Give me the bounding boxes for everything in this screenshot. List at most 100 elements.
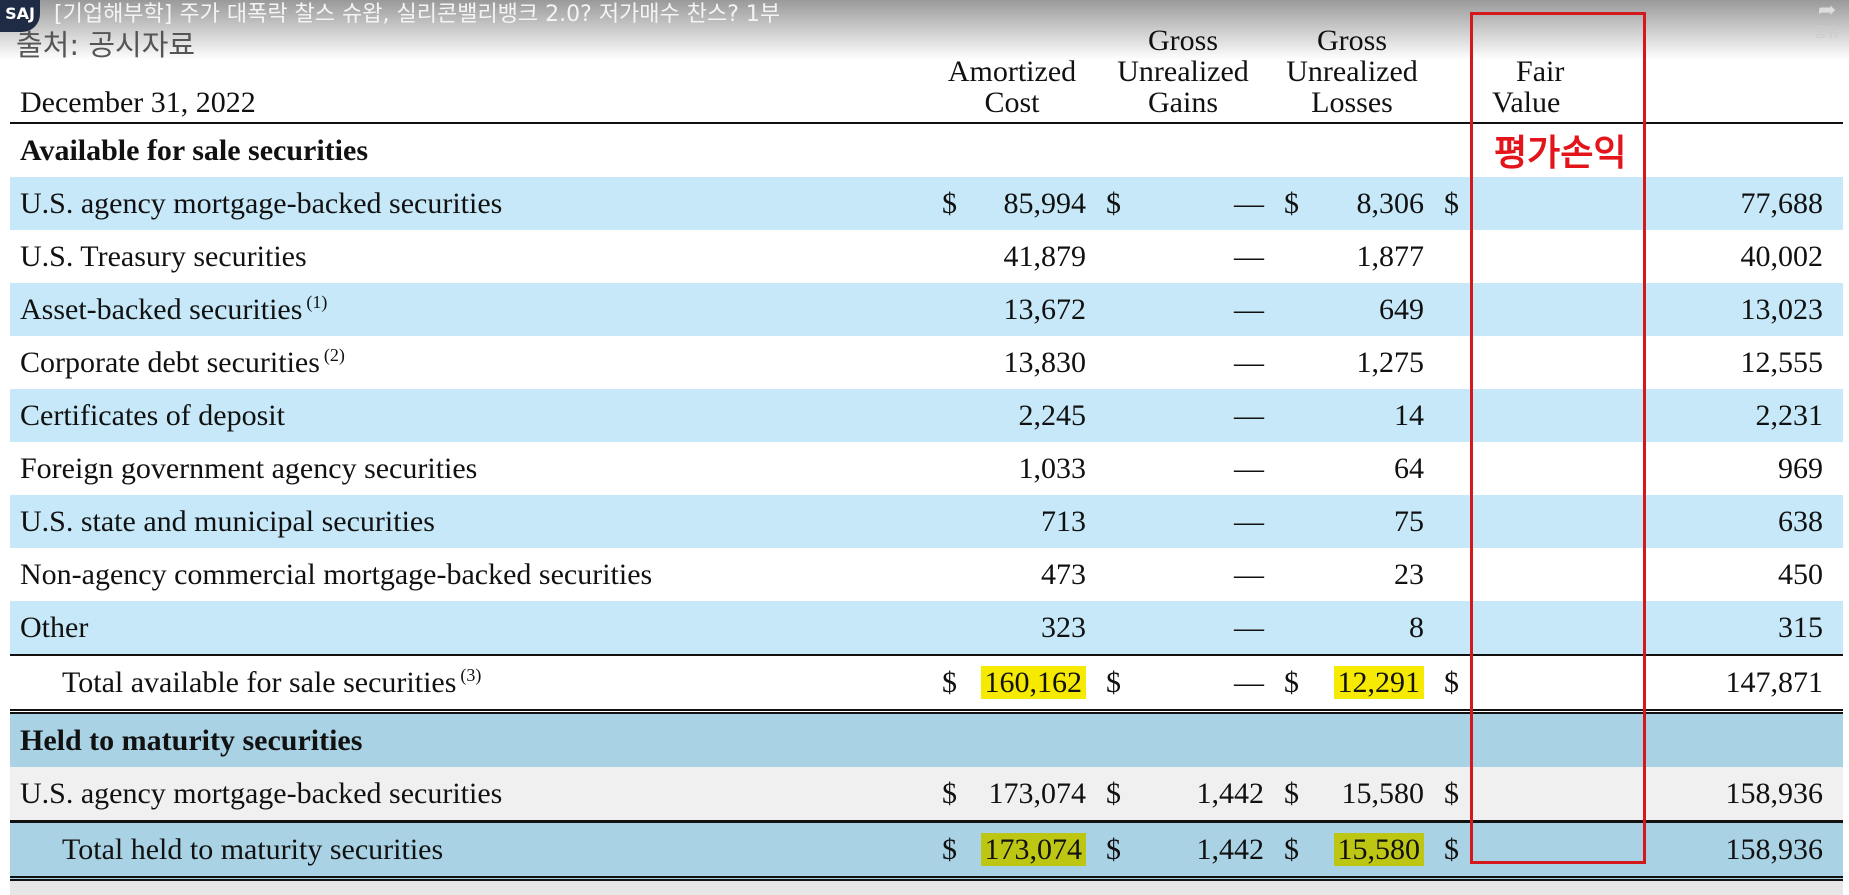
currency-symbol bbox=[1432, 230, 1476, 283]
currency-symbol bbox=[1432, 601, 1476, 655]
currency-symbol bbox=[930, 336, 974, 389]
footnote-ref: (2) bbox=[324, 345, 345, 365]
table-row: U.S. agency mortgage-backed securities $… bbox=[10, 767, 1843, 822]
row-label: Other bbox=[10, 601, 930, 655]
gains-cell: — bbox=[1138, 601, 1272, 655]
row-label: U.S. agency mortgage-backed securities bbox=[10, 177, 930, 230]
currency-symbol bbox=[1094, 389, 1138, 442]
table-bottom-border bbox=[10, 879, 1843, 895]
currency-symbol bbox=[1432, 283, 1476, 336]
losses-cell: 14 bbox=[1316, 389, 1432, 442]
gross-unrealized-gains-header: Gross Unrealized Gains bbox=[1094, 16, 1272, 123]
currency-symbol bbox=[930, 442, 974, 495]
currency-symbol bbox=[1094, 601, 1138, 655]
fair-value-cell: 969 bbox=[1476, 442, 1843, 495]
annotation-label: 평가손익 bbox=[1494, 124, 1626, 176]
currency-symbol bbox=[930, 230, 974, 283]
gains-cell: — bbox=[1138, 177, 1272, 230]
currency-symbol bbox=[930, 389, 974, 442]
gains-cell: — bbox=[1138, 230, 1272, 283]
losses-cell: 8,306 bbox=[1316, 177, 1432, 230]
currency-symbol bbox=[1432, 336, 1476, 389]
gains-cell: — bbox=[1138, 495, 1272, 548]
fair-value-cell: 13,023 bbox=[1476, 283, 1843, 336]
amortized-cost-header: Amortized Cost bbox=[930, 16, 1094, 123]
htm-total-row: Total held to maturity securities $ 173,… bbox=[10, 822, 1843, 879]
currency-symbol bbox=[1094, 442, 1138, 495]
amortized-cost-cell: 41,879 bbox=[974, 230, 1094, 283]
currency-symbol bbox=[1094, 495, 1138, 548]
fair-value-cell: 158,936 bbox=[1476, 767, 1843, 822]
footnote-ref: (3) bbox=[460, 665, 481, 685]
footnote-ref: (1) bbox=[306, 292, 327, 312]
currency-symbol bbox=[1272, 601, 1316, 655]
currency-symbol: $ bbox=[930, 822, 974, 879]
fair-value-cell: 2,231 bbox=[1476, 389, 1843, 442]
currency-symbol bbox=[1272, 548, 1316, 601]
fair-value-cell: 450 bbox=[1476, 548, 1843, 601]
amortized-cost-cell: 2,245 bbox=[974, 389, 1094, 442]
gains-cell: — bbox=[1138, 548, 1272, 601]
currency-symbol: $ bbox=[1432, 822, 1476, 879]
highlighted-value: 15,580 bbox=[1334, 833, 1425, 866]
row-label: U.S. Treasury securities bbox=[10, 230, 930, 283]
table-row: U.S. state and municipal securities 713 — 7… bbox=[10, 495, 1843, 548]
table-row: Non-agency commercial mortgage-backed se… bbox=[10, 548, 1843, 601]
currency-symbol bbox=[1272, 230, 1316, 283]
currency-symbol: $ bbox=[930, 655, 974, 712]
currency-symbol bbox=[930, 283, 974, 336]
fair-value-header: Fair Value bbox=[1432, 16, 1843, 123]
gains-cell: — bbox=[1138, 442, 1272, 495]
row-label: Total held to maturity securities bbox=[10, 822, 930, 879]
fair-value-total: 158,936 bbox=[1476, 822, 1843, 879]
gross-unrealized-losses-header: Gross Unrealized Losses bbox=[1272, 16, 1432, 123]
currency-symbol bbox=[1272, 389, 1316, 442]
losses-cell: 75 bbox=[1316, 495, 1432, 548]
currency-symbol bbox=[1272, 283, 1316, 336]
losses-cell: 15,580 bbox=[1316, 767, 1432, 822]
fair-value-cell: 638 bbox=[1476, 495, 1843, 548]
currency-symbol: $ bbox=[1272, 655, 1316, 712]
losses-cell: 649 bbox=[1316, 283, 1432, 336]
htm-section-label: Held to maturity securities bbox=[10, 712, 1843, 768]
losses-cell: 64 bbox=[1316, 442, 1432, 495]
currency-symbol bbox=[1094, 283, 1138, 336]
amortized-cost-cell: 173,074 bbox=[974, 767, 1094, 822]
table-row: U.S. agency mortgage-backed securities $8… bbox=[10, 177, 1843, 230]
row-label: U.S. state and municipal securities bbox=[10, 495, 930, 548]
currency-symbol: $ bbox=[930, 767, 974, 822]
currency-symbol bbox=[1432, 548, 1476, 601]
currency-symbol: $ bbox=[1094, 822, 1138, 879]
currency-symbol: $ bbox=[1432, 177, 1476, 230]
currency-symbol bbox=[1094, 336, 1138, 389]
currency-symbol: $ bbox=[1272, 177, 1316, 230]
date-header: December 31, 2022 bbox=[10, 16, 930, 123]
currency-symbol bbox=[1272, 336, 1316, 389]
amortized-cost-cell: 13,672 bbox=[974, 283, 1094, 336]
fair-value-cell: 12,555 bbox=[1476, 336, 1843, 389]
fair-value-total: 147,871 bbox=[1476, 655, 1843, 712]
gains-cell: — bbox=[1138, 389, 1272, 442]
currency-symbol bbox=[1432, 389, 1476, 442]
amortized-cost-cell: 1,033 bbox=[974, 442, 1094, 495]
currency-symbol bbox=[1432, 495, 1476, 548]
fair-value-cell: 77,688 bbox=[1476, 177, 1843, 230]
gains-total: — bbox=[1138, 655, 1272, 712]
currency-symbol: $ bbox=[1432, 767, 1476, 822]
currency-symbol: $ bbox=[1094, 767, 1138, 822]
currency-symbol: $ bbox=[1432, 655, 1476, 712]
amortized-cost-cell: 85,994 bbox=[974, 177, 1094, 230]
currency-symbol bbox=[1272, 442, 1316, 495]
currency-symbol bbox=[1094, 230, 1138, 283]
currency-symbol bbox=[930, 495, 974, 548]
amortized-cost-cell: 13,830 bbox=[974, 336, 1094, 389]
losses-cell: 23 bbox=[1316, 548, 1432, 601]
amortized-cost-cell: 713 bbox=[974, 495, 1094, 548]
currency-symbol: $ bbox=[1272, 822, 1316, 879]
amortized-cost-cell: 473 bbox=[974, 548, 1094, 601]
losses-total: 15,580 bbox=[1316, 822, 1432, 879]
amortized-cost-cell: 323 bbox=[974, 601, 1094, 655]
